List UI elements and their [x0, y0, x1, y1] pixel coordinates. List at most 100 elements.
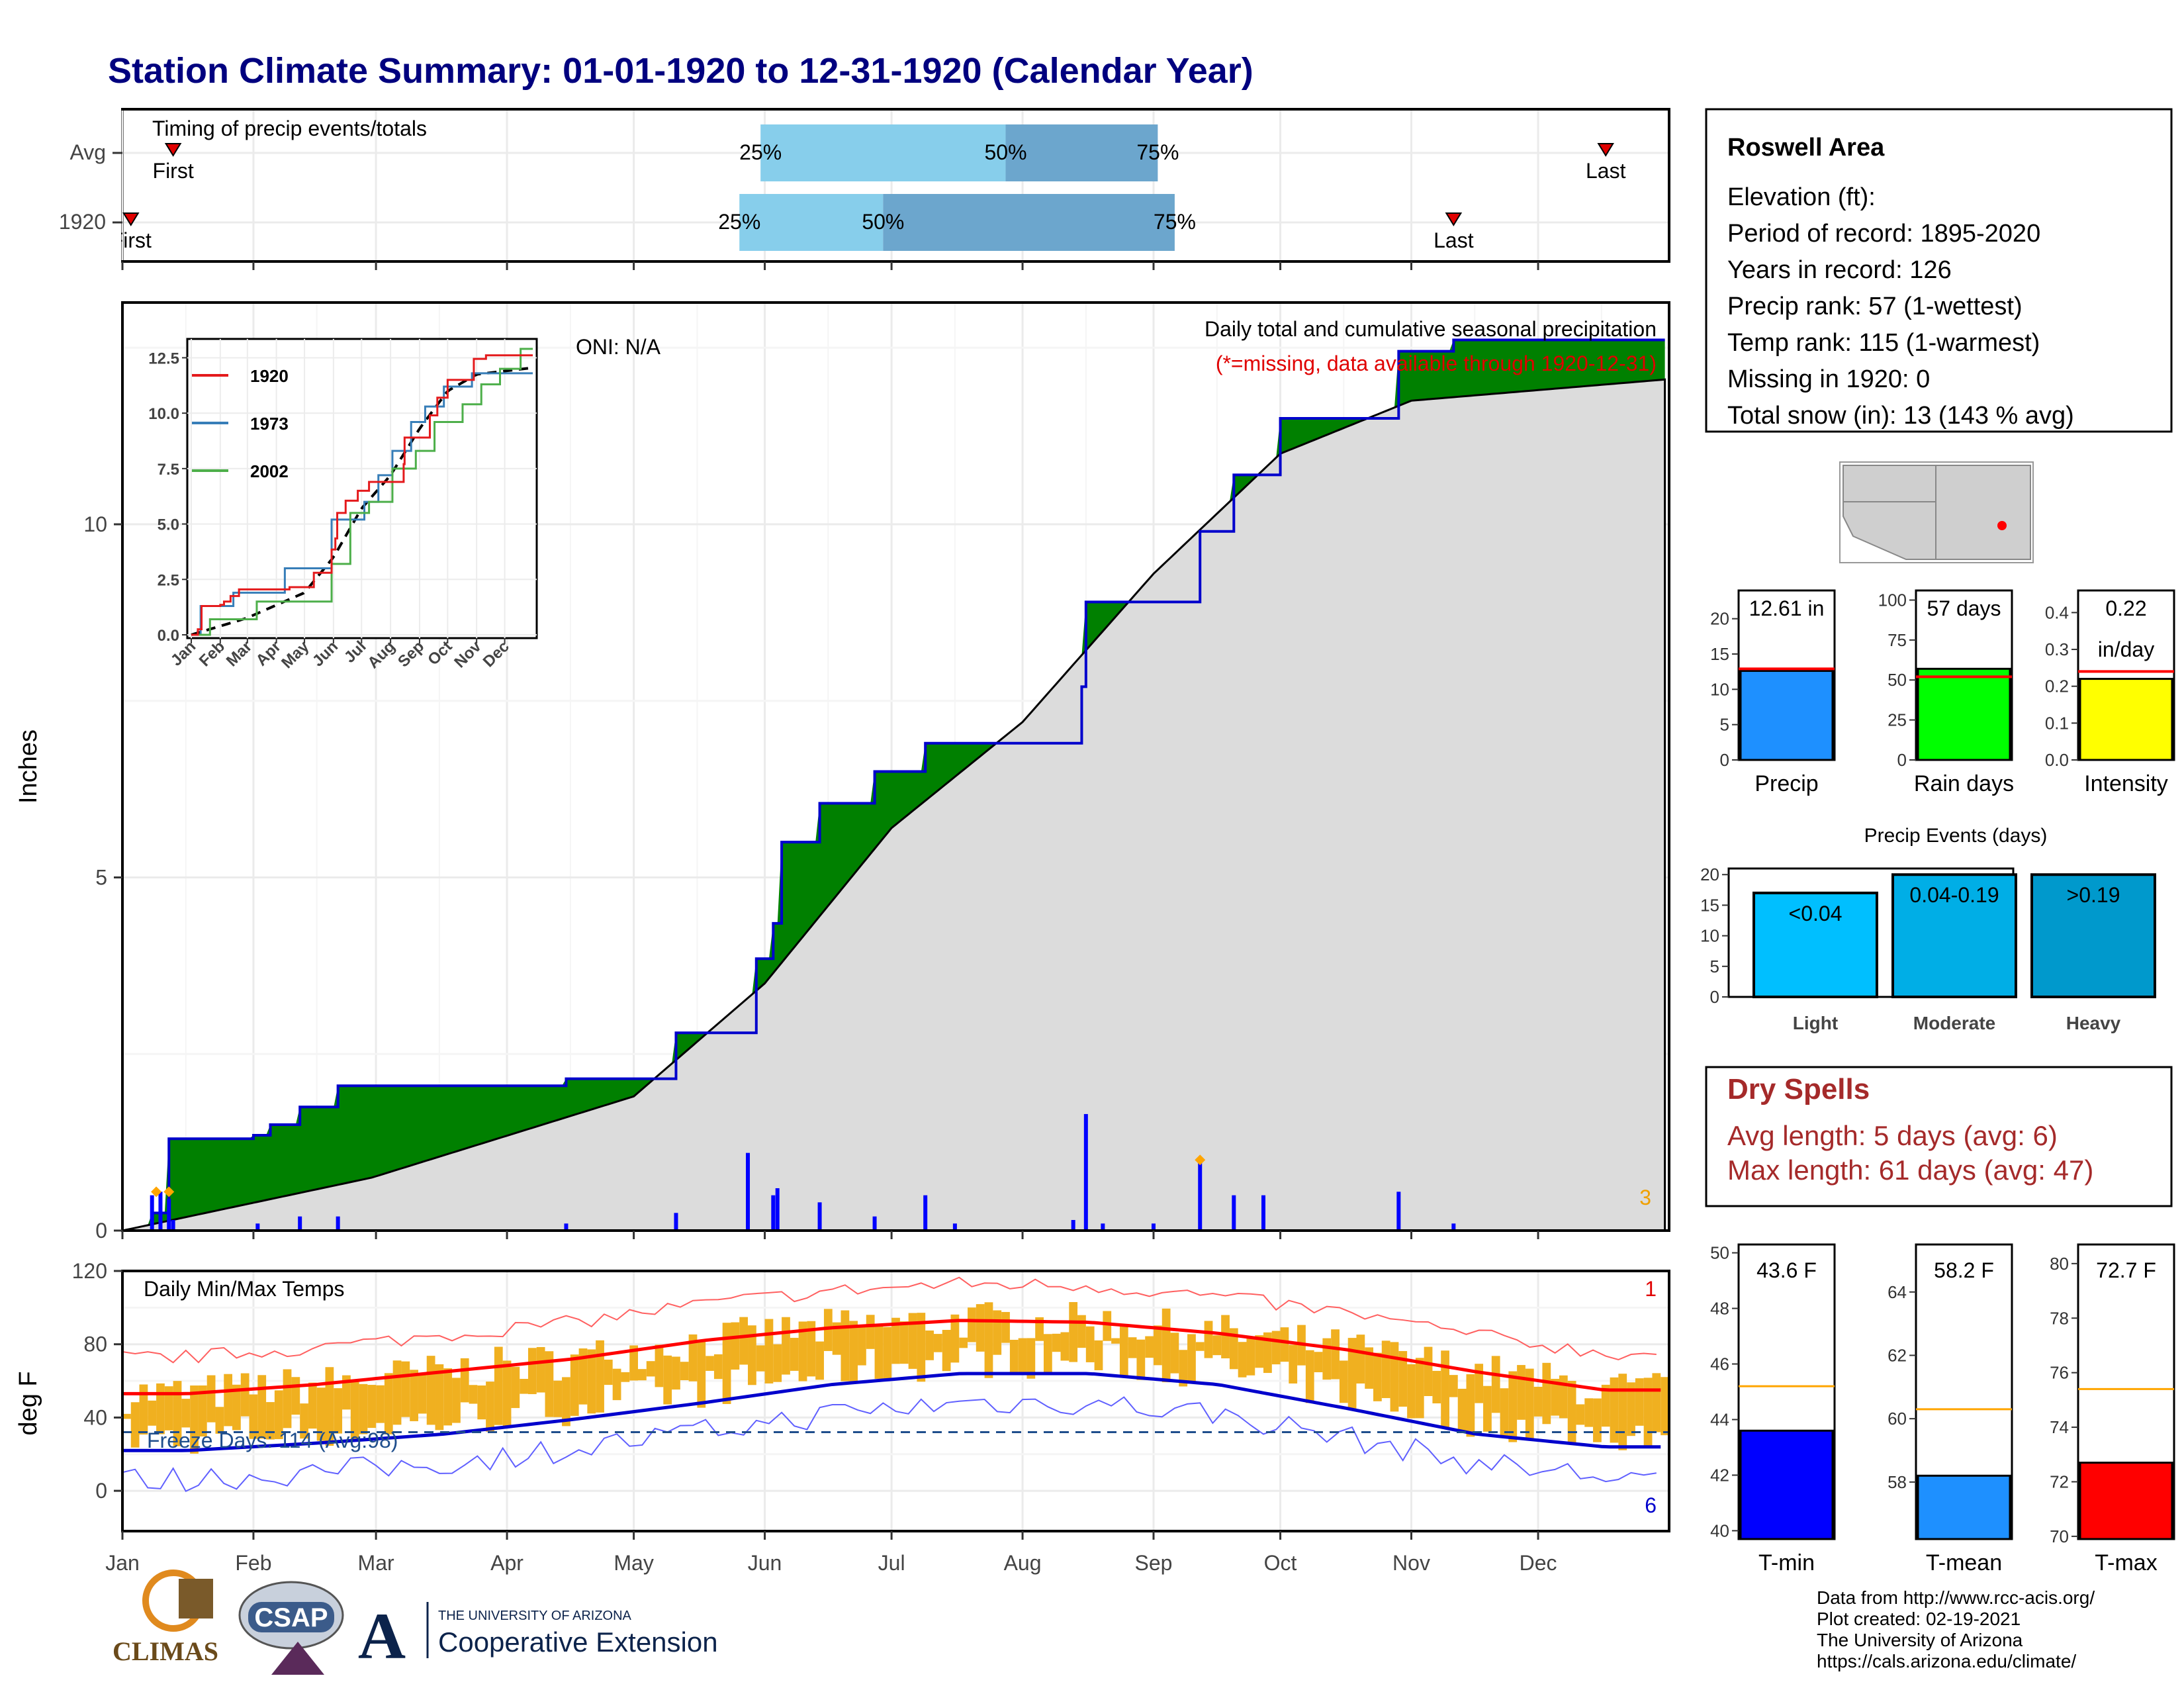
inset-ytick-label: 7.5	[158, 461, 179, 479]
temp-bar-ytick-label: 74	[2050, 1417, 2069, 1437]
daily-temp-range-bar	[731, 1322, 740, 1370]
daily-temp-range-bar	[410, 1370, 418, 1421]
daily-temp-range-bar	[823, 1309, 833, 1351]
temp-value-label: 72.7 F	[2096, 1258, 2156, 1282]
mini-value-label: 0.22	[2105, 596, 2146, 620]
precip-events-chart: Precip Events (days) 0 5 10 15 20 <0.04 Light 0…	[1700, 825, 2156, 1033]
daily-temp-range-bar	[300, 1403, 308, 1439]
daily-temp-range-bar	[1187, 1334, 1196, 1384]
mini-ytick-label: 50	[1888, 670, 1907, 690]
inset-legend-label: 1973	[250, 414, 289, 434]
daily-temp-range-bar	[1415, 1358, 1424, 1419]
mini-chart-label: Intensity	[2084, 771, 2168, 796]
ua-logo-mark: A	[358, 1599, 406, 1673]
timing-quantile-label: 25%	[739, 140, 782, 164]
month-label: Oct	[1264, 1551, 1297, 1575]
daily-temp-range-bar	[283, 1369, 292, 1429]
station-info-line: Temp rank: 115 (1-warmest)	[1727, 329, 2040, 357]
daily-temp-range-bar	[1635, 1378, 1644, 1426]
daily-temp-range-bar	[367, 1385, 377, 1429]
daily-temp-range-bar	[1018, 1338, 1027, 1375]
timing-quantile-label: 50%	[984, 140, 1026, 164]
daily-temp-range-bar	[224, 1374, 233, 1427]
daily-temp-range-bar	[443, 1368, 453, 1426]
daily-temp-range-bar	[1305, 1350, 1314, 1403]
daily-precip-bar	[167, 1198, 171, 1231]
daily-precip-bar	[1152, 1223, 1156, 1231]
month-label: Aug	[1004, 1551, 1042, 1575]
daily-temp-range-bar	[316, 1387, 326, 1441]
events-bar-label: Heavy	[2066, 1013, 2121, 1033]
daily-temp-range-bar	[130, 1402, 140, 1448]
daily-temp-range-bar	[713, 1354, 723, 1380]
daily-precip-bar	[298, 1216, 302, 1231]
precip-panel: 0 5 10 Inches ONI: N/A Daily total and cum…	[15, 301, 1670, 1243]
main-ytick-label: 10	[83, 512, 107, 536]
month-label: Jun	[748, 1551, 782, 1575]
daily-temp-range-bar	[1128, 1337, 1137, 1358]
daily-temp-range-bar	[1212, 1335, 1222, 1356]
temp-bar-ytick-label: 46	[1710, 1354, 1729, 1374]
temp-value-bar	[2079, 1462, 2173, 1540]
daily-temp-range-bar	[976, 1304, 985, 1352]
month-label: Sep	[1135, 1551, 1173, 1575]
daily-temp-range-bar	[1195, 1342, 1205, 1351]
daily-temp-range-bar	[122, 1413, 131, 1419]
inset-ytick-label: 12.5	[148, 350, 179, 367]
daily-temp-range-bar	[841, 1310, 850, 1382]
normal-min-line	[122, 1372, 1661, 1452]
temp-bar-ytick-label: 44	[1710, 1409, 1729, 1429]
timing-quantile-label: 50%	[862, 210, 904, 234]
daily-temp-range-bar	[1179, 1350, 1188, 1387]
month-axis: Jan Feb Mar Apr May Jun Jul Aug Sep Oct Nov Dec	[105, 261, 1557, 1575]
climas-logo-text: CLIMAS	[113, 1636, 218, 1666]
daily-temp-range-bar	[1500, 1388, 1509, 1438]
daily-temp-range-bar	[1457, 1388, 1467, 1431]
daily-temp-range-bar	[596, 1340, 604, 1413]
timing-first-label: First	[153, 159, 194, 183]
footer-credit-line: The University of Arizona	[1817, 1630, 2023, 1650]
timing-box-50-75	[1005, 124, 1158, 181]
mini-ytick-label: 25	[1888, 710, 1907, 730]
month-label: Nov	[1392, 1551, 1430, 1575]
daily-temp-range-bar	[1517, 1365, 1525, 1420]
dry-spells-title: Dry Spells	[1727, 1073, 1870, 1105]
daily-temp-range-bar	[739, 1317, 749, 1365]
timing-row-label-year: 1920	[59, 210, 106, 234]
mini-ytick-label: 0.4	[2045, 602, 2069, 622]
daily-temp-range-bar	[164, 1386, 173, 1430]
daily-temp-range-bar	[511, 1366, 520, 1409]
daily-temp-range-bar	[1466, 1374, 1475, 1437]
daily-temp-range-bar	[1103, 1311, 1112, 1341]
month-label: Feb	[235, 1551, 271, 1575]
daily-temp-range-bar	[1601, 1384, 1610, 1427]
events-bar-label: Moderate	[1913, 1013, 1995, 1033]
daily-temp-range-bar	[215, 1407, 224, 1434]
station-name: Roswell Area	[1727, 134, 1885, 162]
freeze-days-label: Freeze Days: 114 (Avg:98)	[147, 1429, 398, 1452]
daily-temp-range-bar	[173, 1381, 182, 1446]
daily-temp-range-bar	[578, 1348, 588, 1405]
daily-temp-range-bar	[1094, 1340, 1103, 1370]
daily-temp-range-bar	[942, 1329, 951, 1372]
daily-precip-bar	[1261, 1195, 1266, 1231]
daily-temp-range-bar	[527, 1348, 537, 1395]
daily-temp-range-bar	[1229, 1328, 1238, 1370]
daily-temp-range-bar	[1271, 1331, 1281, 1365]
daily-temp-range-bar	[1347, 1338, 1357, 1410]
events-ytick-label: 15	[1700, 895, 1719, 915]
daily-temp-range-bar	[1221, 1315, 1230, 1359]
daily-temp-range-bar	[1542, 1362, 1551, 1425]
daily-temp-range-bar	[156, 1383, 165, 1434]
mini-chart-label: Rain days	[1914, 771, 2014, 796]
daily-temp-range-bar	[968, 1307, 976, 1342]
daily-temp-range-bar	[756, 1345, 765, 1372]
daily-precip-bar	[674, 1213, 678, 1231]
daily-temp-range-bar	[1069, 1301, 1078, 1362]
daily-temp-range-bar	[748, 1325, 756, 1385]
daily-temp-range-bar	[1525, 1368, 1534, 1440]
mini-ytick-label: 0.2	[2045, 677, 2069, 696]
station-info-line: Elevation (ft):	[1727, 183, 1876, 211]
daily-temp-range-bar	[1432, 1370, 1441, 1404]
inset-line-1973	[191, 372, 533, 636]
